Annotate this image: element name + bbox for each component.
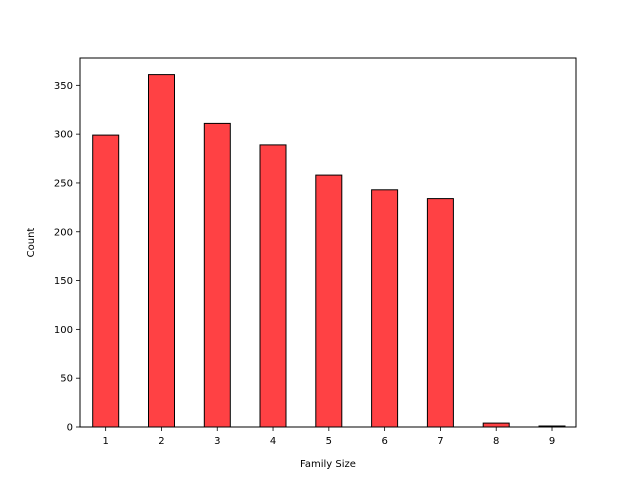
y-tick-label: 0 xyxy=(67,423,73,434)
x-tick-label: 8 xyxy=(493,436,499,447)
y-tick-label: 100 xyxy=(54,325,73,336)
y-axis-ticks: 0 50 100 150 200 250 300 350 xyxy=(54,81,80,434)
x-tick-label: 9 xyxy=(549,436,555,447)
y-tick-label: 250 xyxy=(54,178,73,189)
x-tick-label: 2 xyxy=(158,436,164,447)
x-tick-label: 7 xyxy=(437,436,443,447)
y-tick-label: 200 xyxy=(54,227,73,238)
y-tick-label: 350 xyxy=(54,81,73,92)
bar-family-size-4 xyxy=(259,144,287,428)
x-tick-label: 6 xyxy=(381,436,387,447)
bar-family-size-1 xyxy=(92,134,120,428)
x-tick-label: 4 xyxy=(270,436,276,447)
y-axis-label: Count xyxy=(26,228,37,258)
bar-family-size-6 xyxy=(371,189,399,428)
bar-family-size-7 xyxy=(426,198,454,428)
x-tick-label: 3 xyxy=(214,436,220,447)
y-tick-label: 50 xyxy=(60,374,73,385)
bar-family-size-2 xyxy=(148,74,175,428)
y-tick-label: 150 xyxy=(54,276,73,287)
x-tick-label: 5 xyxy=(326,436,332,447)
bar-family-size-8 xyxy=(482,422,510,428)
bars-group xyxy=(92,74,566,428)
bar-family-size-5 xyxy=(315,174,343,428)
x-tick-label: 1 xyxy=(102,436,108,447)
y-tick-label: 300 xyxy=(54,130,73,141)
bar-family-size-3 xyxy=(203,122,231,428)
plot-frame xyxy=(79,57,577,428)
x-axis-label: Family Size xyxy=(300,459,356,470)
x-axis-ticks: 1 2 3 4 5 6 7 8 9 xyxy=(102,427,555,447)
